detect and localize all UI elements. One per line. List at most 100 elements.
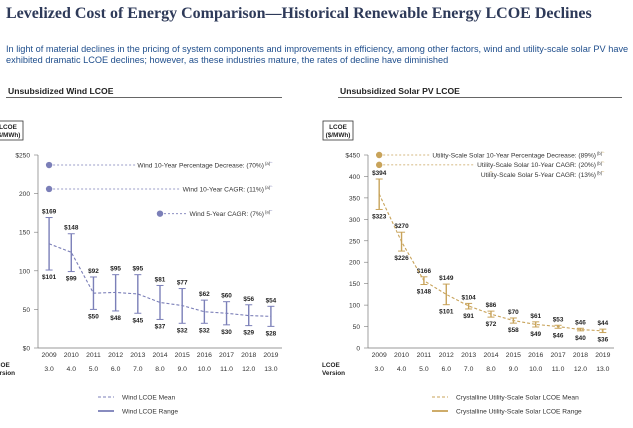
x-tick-label: 2012 [439,352,454,359]
annotation-text: Wind 10-Year Percentage Decrease: (70%) [137,162,264,169]
range-high-label: $61 [530,313,541,320]
annotation-text: Utility-Scale Solar 10-Year Percentage D… [432,152,596,159]
legend-range-label: Wind LCOE Range [122,409,178,416]
x-tick-label: 2015 [506,352,521,359]
annotation-text-bg [135,162,276,170]
annotation-note: (a) [265,185,271,190]
range-high-label: $104 [462,294,477,301]
range-low-label: $28 [266,330,277,337]
x-tick-label: 2010 [394,352,409,359]
ylabel-unit: ($/MWh) [0,132,20,139]
range-low-label: $50 [88,313,99,320]
version-axis-label-2: Version [0,370,15,377]
version-label: 11.0 [552,366,565,373]
range-low-label: $46 [553,332,564,339]
version-label: 12.0 [574,366,587,373]
range-high-label: $54 [266,297,277,304]
legend-mean-label: Crystalline Utility-Scale Solar LCOE Mea… [456,395,579,402]
version-label: 6.0 [442,366,452,373]
range-low-label: $323 [372,213,387,220]
range-high-label: $95 [132,266,143,273]
legend-range-label: Crystalline Utility-Scale Solar LCOE Ran… [456,409,582,416]
x-tick-label: 2014 [152,352,167,359]
range-low-label: $101 [439,309,454,316]
range-low-label: $32 [199,327,210,334]
range-low-label: $58 [508,327,519,334]
version-label: 12.0 [242,366,255,373]
annotation-note: (b) [597,161,603,166]
range-high-label: $60 [221,293,232,300]
x-tick-label: 2013 [130,352,145,359]
range-low-label: $36 [597,337,608,344]
ylabel-box [322,120,354,141]
version-label: 9.0 [509,366,519,373]
x-tick-label: 2009 [372,352,387,359]
y-tick-label: 0 [356,346,360,353]
wind-chart-title: Unsubsidized Wind LCOE [8,86,114,96]
solar-title-rule [338,97,622,98]
version-label: 7.0 [464,366,474,373]
x-tick-label: 2009 [42,352,57,359]
y-tick-label: $450 [345,153,360,160]
version-axis-label: LCOE [0,362,10,369]
annotation-start-dot [156,210,164,217]
version-label: 4.0 [67,366,77,373]
version-label: 10.0 [529,366,542,373]
annotation-text: Wind 10-Year CAGR: (11%) [183,186,264,193]
range-low-label: $72 [486,321,497,328]
y-tick-label: 150 [349,281,360,288]
y-tick-label: $250 [15,153,30,160]
annotation-note: (a) [265,210,271,215]
annotation-text: Wind 5-Year CAGR: (7%) [189,211,264,218]
x-tick-label: 2016 [528,352,543,359]
range-high-label: $44 [597,320,608,327]
range-high-label: $56 [243,296,254,303]
range-high-label: $148 [64,225,79,232]
annotation-start-dot [375,151,383,159]
range-high-label: $62 [199,291,210,298]
annotation-text-bg [180,186,276,194]
ylabel-box [0,120,24,141]
y-tick-label: 150 [19,230,30,237]
annotation-text: Utility-Scale Solar 10-Year CAGR: (20%) [477,162,596,169]
version-label: 11.0 [220,366,233,373]
version-label: 5.0 [419,366,429,373]
range-high-label: $81 [155,276,166,283]
ylabel-text: LCOE [0,124,18,131]
x-tick-label: 2012 [108,352,123,359]
y-tick-label: 100 [19,268,30,275]
version-label: 8.0 [486,366,496,373]
x-tick-label: 2017 [219,352,234,359]
y-tick-label: 300 [349,217,360,224]
range-high-label: $70 [508,309,519,316]
x-tick-label: 2019 [263,352,278,359]
version-label: 9.0 [177,366,187,373]
version-label: 13.0 [596,366,609,373]
y-tick-label: 250 [349,238,360,245]
range-low-label: $45 [132,317,143,324]
annotation-start-dot [45,161,53,169]
annotation-start-dot [375,161,383,169]
range-low-label: $91 [463,313,474,320]
annotation-start-dot [45,185,53,193]
ylabel-text: LCOE [329,124,347,131]
y-tick-label: 400 [349,174,360,181]
y-tick-label: 50 [353,324,361,331]
legend-mean-label: Wind LCOE Mean [122,395,175,402]
range-high-label: $86 [486,302,497,309]
range-low-label: $29 [243,330,254,337]
range-high-label: $95 [110,266,121,273]
version-axis-label-2: Version [322,370,345,377]
x-tick-label: 2013 [461,352,476,359]
x-tick-label: 2017 [551,352,566,359]
y-tick-label: 100 [349,303,360,310]
range-low-label: $101 [42,274,57,281]
range-low-label: $40 [575,335,586,342]
annotation-note: (b) [597,171,603,176]
x-tick-label: 2015 [175,352,190,359]
range-high-label: $149 [439,275,454,282]
page-title: Levelized Cost of Energy Comparison—Hist… [6,5,592,22]
y-tick-label: 200 [19,191,30,198]
range-high-label: $46 [575,319,586,326]
